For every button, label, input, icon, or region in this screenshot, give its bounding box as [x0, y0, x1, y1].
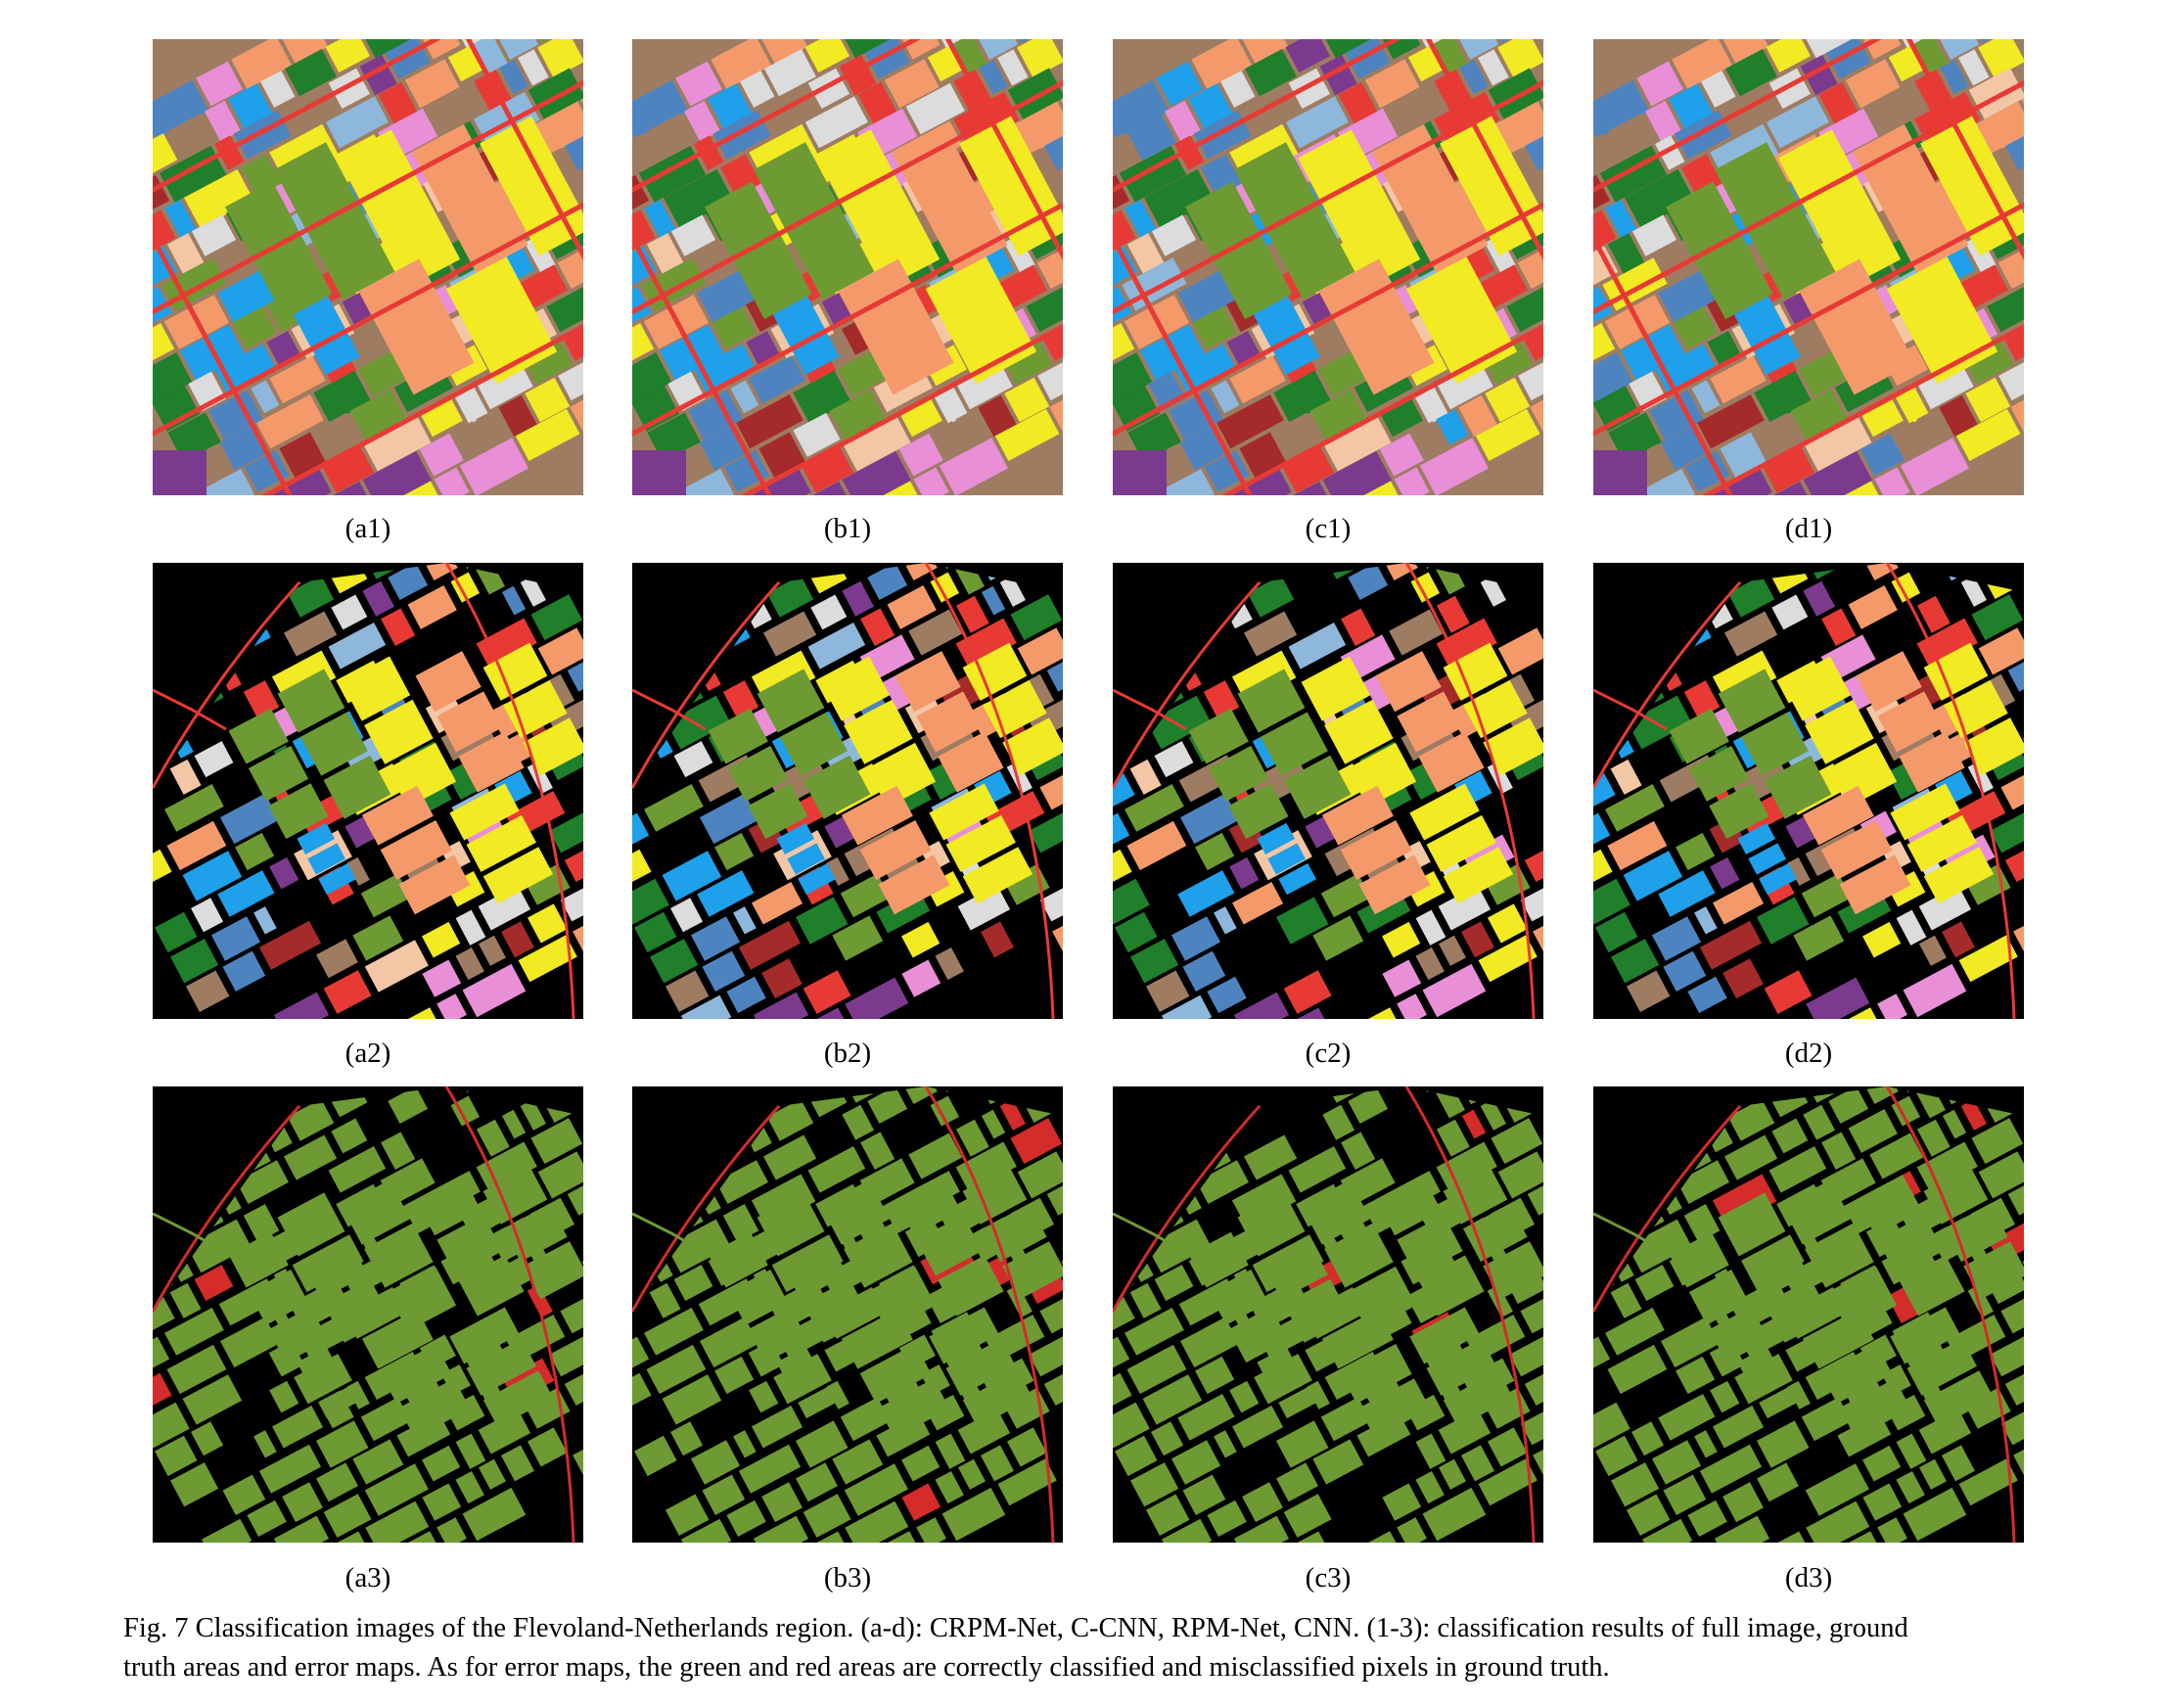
- panel-label-c2: (c2): [1305, 1038, 1352, 1069]
- ground-truth-map-d2: [1593, 563, 2024, 1019]
- panel-label-d2: (d2): [1784, 1038, 1833, 1069]
- map-canvas: [632, 39, 1063, 495]
- panel-label-b2: (b2): [823, 1038, 872, 1069]
- panel-label-d1: (d1): [1784, 513, 1833, 544]
- panel-label-a3: (a3): [344, 1562, 391, 1593]
- error-map-d3: [1593, 1086, 2024, 1543]
- map-canvas: [153, 1086, 583, 1543]
- figure-caption-line-1: Fig. 7 Classification images of the Flev…: [123, 1613, 1908, 1643]
- panel-label-b1: (b1): [823, 513, 872, 544]
- classification-map-b1: [632, 39, 1063, 495]
- ground-truth-map-a2: [153, 563, 583, 1019]
- panel-label-a1: (a1): [344, 513, 391, 544]
- map-canvas: [632, 563, 1063, 1019]
- ground-truth-map-b2: [632, 563, 1063, 1019]
- error-map-b3: [632, 1086, 1063, 1543]
- figure-caption: Fig. 7 Classification images of the Flev…: [123, 1609, 2110, 1687]
- panel-label-b3: (b3): [823, 1562, 872, 1593]
- panel-label-d3: (d3): [1784, 1562, 1833, 1593]
- panel-label-a2: (a2): [344, 1038, 391, 1069]
- map-canvas: [1593, 563, 2024, 1019]
- map-canvas: [1113, 1086, 1543, 1543]
- map-canvas: [1593, 39, 2024, 495]
- map-canvas: [1593, 1086, 2024, 1543]
- error-map-c3: [1113, 1086, 1543, 1543]
- classification-map-a1: [153, 39, 583, 495]
- map-canvas: [153, 563, 583, 1019]
- ground-truth-map-c2: [1113, 563, 1543, 1019]
- classification-map-c1: [1113, 39, 1543, 495]
- panel-label-c1: (c1): [1305, 513, 1352, 544]
- map-canvas: [1113, 39, 1543, 495]
- figure-caption-line-2: truth areas and error maps. As for error…: [123, 1652, 1610, 1683]
- error-map-a3: [153, 1086, 583, 1543]
- map-canvas: [153, 39, 583, 495]
- map-canvas: [632, 1086, 1063, 1543]
- classification-map-d1: [1593, 39, 2024, 495]
- map-canvas: [1113, 563, 1543, 1019]
- panel-label-c3: (c3): [1305, 1562, 1352, 1593]
